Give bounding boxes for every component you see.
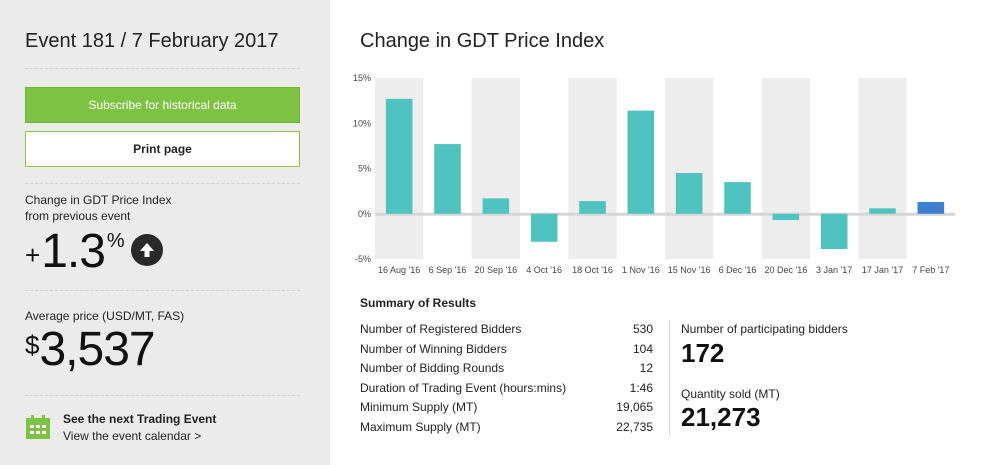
price-index-chart: 15% 10% 5% 0% -5% 16 Aug '16 6 Sep '16 20 Sep '… <box>353 73 955 275</box>
chart-bar <box>385 98 413 214</box>
participating-bidders-value: 172 <box>681 338 725 368</box>
change-number: 1.3 <box>41 225 106 278</box>
summary-row: Minimum Supply (MT) 19,065 <box>360 398 653 418</box>
x-tick-label: 6 Sep '16 <box>429 265 467 275</box>
x-tick-label: 6 Dec '16 <box>719 265 757 275</box>
summary-row: Duration of Trading Event (hours:mins) 1:… <box>360 379 653 399</box>
x-tick-label: 20 Dec '16 <box>764 265 807 275</box>
subscribe-button[interactable]: Subscribe for historical data <box>25 87 300 123</box>
divider <box>25 395 300 396</box>
x-tick-label: 20 Sep '16 <box>474 265 517 275</box>
divider <box>25 68 300 69</box>
chart-bar <box>530 213 558 242</box>
change-value: + 1.3 % <box>25 224 163 280</box>
average-price-label: Average price (USD/MT, FAS) <box>25 309 185 323</box>
x-tick-label: 18 Oct '16 <box>572 265 613 275</box>
summary-row-value: 530 <box>632 322 653 336</box>
participating-bidders-label: Number of participating bidders <box>681 322 848 336</box>
summary-row: Number of Winning Bidders 104 <box>360 340 653 360</box>
chart-band <box>761 78 810 259</box>
summary-row-value: 22,735 <box>616 419 653 434</box>
chart-band <box>568 78 617 259</box>
y-tick-label: 5% <box>358 164 371 174</box>
summary-row-value: 104 <box>632 341 653 356</box>
summary-table: Number of Registered Bidders 530 Number of… <box>360 320 653 437</box>
quantity-sold-label: Quantity sold (MT) <box>681 387 780 401</box>
divider <box>25 290 300 291</box>
chart-bar <box>724 182 751 214</box>
change-label-line2: from previous event <box>25 209 131 223</box>
change-sign: + <box>25 240 41 270</box>
summary-title: Summary of Results <box>360 296 477 310</box>
chart-bar <box>434 144 461 214</box>
event-sidebar: Event 181 / 7 February 2017 Subscribe fo… <box>0 0 330 465</box>
change-label-line1: Change in GDT Price Index <box>25 193 172 207</box>
change-unit: % <box>106 230 125 252</box>
x-tick-label: 4 Oct '16 <box>526 265 562 275</box>
average-price-number: 3,537 <box>39 323 155 376</box>
x-tick-label: 17 Jan '17 <box>862 265 903 275</box>
x-tick-label: 3 Jan '17 <box>816 265 852 275</box>
summary-row-label: Duration of Trading Event (hours:mins) <box>360 380 567 395</box>
chart-bar <box>482 198 510 214</box>
x-tick-label: 15 Nov '16 <box>668 265 711 275</box>
print-button[interactable]: Print page <box>25 131 300 167</box>
next-event[interactable]: See the next Trading Event View the even… <box>25 412 216 443</box>
y-tick-label: 0% <box>358 209 371 219</box>
next-event-title: See the next Trading Event <box>63 412 217 426</box>
y-tick-label: 10% <box>353 118 371 128</box>
summary-row-label: Minimum Supply (MT) <box>360 400 478 414</box>
chart-bar <box>917 201 945 214</box>
chart-band <box>471 78 520 259</box>
summary-row-label: Number of Bidding Rounds <box>360 361 505 375</box>
x-tick-label: 1 Nov '16 <box>622 265 660 275</box>
summary-row: Number of Registered Bidders 530 <box>360 320 653 340</box>
summary-row-value: 1:46 <box>629 380 653 395</box>
divider <box>25 183 300 184</box>
arrow-up-icon <box>130 234 163 266</box>
x-tick-label: 7 Feb '17 <box>912 265 949 275</box>
change-label: Change in GDT Price Index from previous … <box>25 192 172 224</box>
chart-band <box>665 78 714 259</box>
summary-row-label: Maximum Supply (MT) <box>360 419 481 434</box>
y-tick-label: -5% <box>355 254 371 264</box>
y-tick-label: 15% <box>353 73 371 83</box>
chart-bar <box>869 208 896 214</box>
chart-bar <box>820 213 848 250</box>
currency-symbol: $ <box>25 330 40 360</box>
summary-row: Maximum Supply (MT) 22,735 <box>360 418 653 438</box>
chart-bar <box>627 110 655 214</box>
chart-bar <box>772 213 800 221</box>
calendar-icon <box>26 415 50 439</box>
summary-row-label: Number of Registered Bidders <box>360 322 522 336</box>
event-title: Event 181 / 7 February 2017 <box>25 30 279 52</box>
x-tick-label: 16 Aug '16 <box>378 265 420 275</box>
chart-title: Change in GDT Price Index <box>360 30 605 52</box>
summary-row-value: 12 <box>639 361 653 375</box>
summary-row: Number of Bidding Rounds 12 <box>360 359 653 379</box>
event-calendar-link[interactable]: View the event calendar > <box>63 429 202 443</box>
summary-divider <box>669 320 670 435</box>
summary-row-value: 19,065 <box>616 400 653 414</box>
chart-bar <box>579 201 606 214</box>
chart-bar <box>675 173 703 214</box>
average-price-value: $ 3,537 <box>25 322 156 378</box>
quantity-sold-value: 21,273 <box>681 402 761 432</box>
summary-row-label: Number of Winning Bidders <box>360 341 507 356</box>
chart-band <box>858 78 907 259</box>
zero-line <box>375 212 955 216</box>
